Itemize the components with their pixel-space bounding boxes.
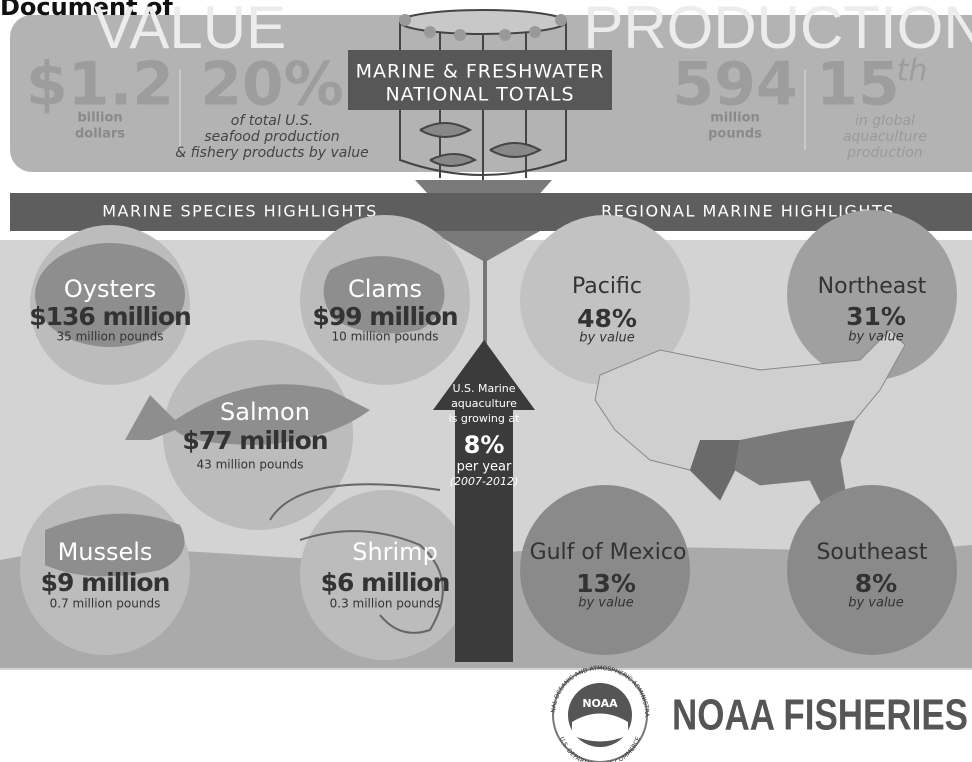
region-note: by value	[579, 331, 635, 346]
region-note: by value	[578, 596, 634, 611]
species-weight: 10 million pounds	[332, 330, 439, 344]
stat-text: pounds	[708, 127, 762, 142]
oyster-shape	[35, 243, 185, 347]
growth-rate: 8%	[464, 431, 505, 459]
mussel-shape	[45, 513, 185, 577]
stat-number: 15	[816, 50, 900, 120]
species-weight: 35 million pounds	[57, 330, 164, 344]
clam-shape	[323, 256, 445, 334]
region-name: Southeast	[816, 540, 927, 565]
stat-text: in global	[855, 113, 915, 129]
growth-period: (2007-2012)	[450, 475, 519, 488]
region-name: Pacific	[572, 274, 642, 299]
center-label: NATIONAL TOTALS	[385, 84, 574, 106]
species-value: $9 million	[41, 568, 170, 597]
stat-text: seafood production	[204, 129, 339, 145]
stat-text: aquaculture	[843, 129, 927, 145]
stat-text: dollars	[75, 127, 125, 142]
stat-text: billion	[77, 111, 122, 126]
region-note: by value	[848, 596, 904, 611]
stat-text: & fishery products by value	[175, 145, 368, 161]
region-share: 48%	[577, 304, 637, 333]
growth-arrow	[433, 340, 535, 662]
region-share: 13%	[576, 569, 636, 598]
stat-number: 594	[672, 50, 797, 120]
superscript: th	[897, 54, 928, 89]
region-circle	[520, 215, 690, 385]
stat-number: $1.2	[26, 50, 174, 120]
species-value: $136 million	[29, 302, 191, 331]
wordmark: NOAA FISHERIES	[672, 691, 968, 740]
species-name: Salmon	[220, 398, 310, 426]
buoy	[529, 26, 541, 38]
species-value: $99 million	[312, 302, 457, 331]
species-weight: 0.3 million pounds	[330, 597, 441, 611]
species-circle	[300, 490, 470, 660]
growth-text: U.S. Marine	[452, 382, 515, 395]
species: Oysters $136 million 35 million pounds C…	[20, 215, 470, 660]
buoy	[499, 29, 511, 41]
species-name: Oysters	[64, 275, 156, 303]
regions: Pacific 48% by value Northeast 31% by va…	[520, 210, 957, 655]
growth-text: aquaculture	[451, 397, 517, 410]
species-value: $77 million	[182, 426, 327, 455]
gulf-area	[690, 440, 740, 500]
buoy	[555, 14, 567, 26]
banner-text: MARINE SPECIES HIGHLIGHTS	[102, 202, 378, 221]
buoy	[399, 14, 411, 26]
center-label: MARINE & FRESHWATER	[356, 61, 605, 83]
banner	[10, 193, 972, 231]
species-name: Clams	[348, 275, 422, 303]
species-value: $6 million	[321, 568, 450, 597]
region-circle	[520, 485, 690, 655]
salmon-shape	[125, 384, 370, 445]
doc-title: Document of	[0, 0, 173, 21]
region-share: 8%	[855, 569, 897, 598]
stat-text: of total U.S.	[231, 113, 313, 129]
center-box	[348, 50, 612, 110]
growth-unit: per year	[457, 460, 512, 475]
funnel	[430, 231, 540, 262]
production-title: PRODUCTION	[583, 0, 972, 61]
southeast-area	[735, 420, 855, 520]
species-name: Shrimp	[352, 538, 438, 566]
species-weight: 0.7 million pounds	[50, 597, 161, 611]
shrimp-shape	[269, 483, 444, 634]
buoy	[454, 29, 466, 41]
region-name: Northeast	[818, 274, 927, 299]
species-weight: 43 million pounds	[197, 458, 304, 472]
region-name: Gulf of Mexico	[530, 540, 687, 565]
region-share: 31%	[846, 302, 906, 331]
species-name: Mussels	[58, 538, 153, 566]
emblem-gull	[572, 713, 628, 742]
emblem-text: NOAA	[582, 697, 618, 710]
region-note: by value	[848, 330, 904, 345]
region-circle	[787, 485, 957, 655]
banner-text: REGIONAL MARINE HIGHLIGHTS	[601, 202, 895, 221]
buoy	[424, 26, 436, 38]
growth-text: is growing at	[449, 412, 521, 425]
stat-text: production	[846, 145, 922, 161]
value-title: VALUE	[94, 0, 286, 61]
fish	[419, 122, 543, 167]
stat-number: 20%	[200, 50, 344, 120]
buoys	[399, 14, 567, 41]
region-circle	[787, 210, 957, 380]
stat-text: million	[710, 111, 760, 126]
